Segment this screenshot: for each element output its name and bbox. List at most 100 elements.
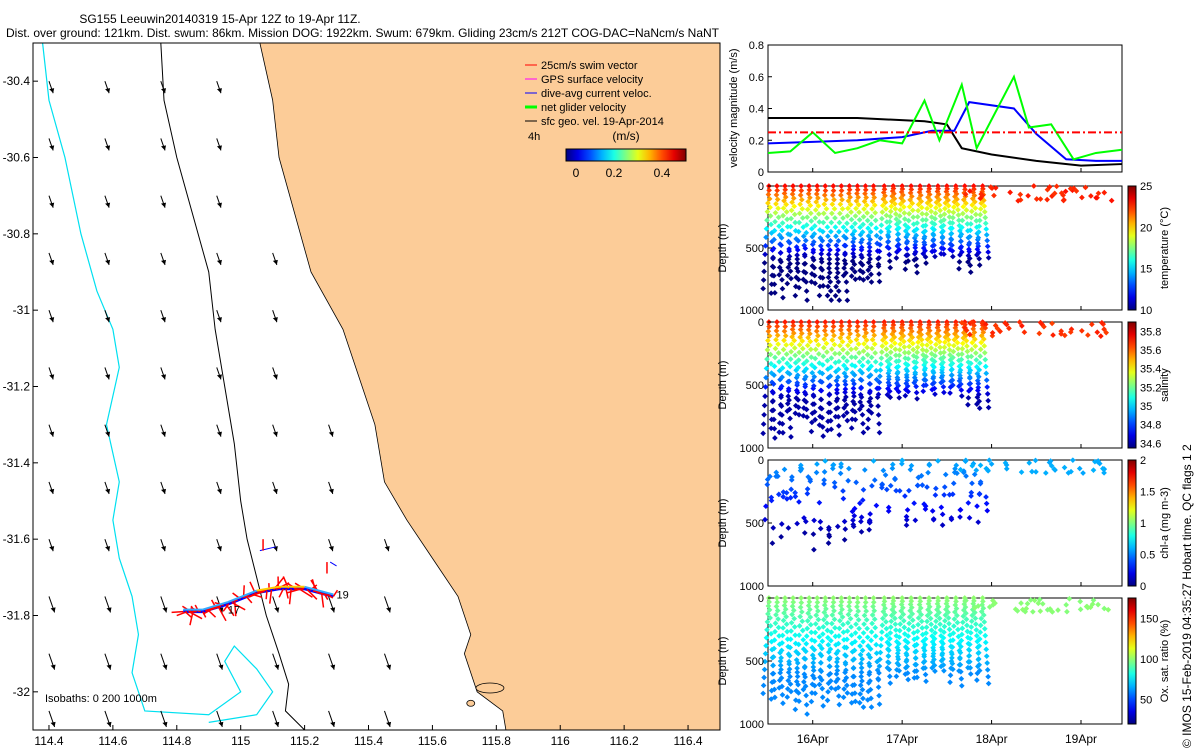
swim-vector-arrow xyxy=(285,588,289,599)
profile-point xyxy=(846,319,853,325)
profile-point xyxy=(825,689,831,695)
profile-point xyxy=(851,372,858,378)
profile-point xyxy=(826,524,832,531)
profile-point xyxy=(810,247,817,253)
profile-point xyxy=(860,429,867,436)
map-x-tick-label: 116 xyxy=(551,734,570,748)
profile-point xyxy=(856,625,862,632)
profile-point xyxy=(804,297,810,304)
profile-point xyxy=(820,344,827,351)
profile-point xyxy=(786,661,793,667)
profile-point xyxy=(894,374,901,381)
profile-point xyxy=(807,210,814,217)
profile-point xyxy=(867,381,873,387)
profile-point xyxy=(831,196,837,203)
profile-point xyxy=(848,273,855,279)
profile-point xyxy=(820,362,826,368)
profile-point xyxy=(835,648,841,655)
profile-point xyxy=(888,203,895,210)
profile-point xyxy=(917,595,923,601)
profile-point xyxy=(872,209,879,216)
profile-point xyxy=(873,641,879,648)
profile-point xyxy=(949,491,956,498)
profile-point xyxy=(792,283,799,290)
profile-point xyxy=(862,322,869,329)
profile-point xyxy=(797,604,804,611)
profile-point xyxy=(846,465,852,472)
profile-point xyxy=(914,269,920,276)
profile-point xyxy=(775,214,782,221)
swim-vector-arrow xyxy=(189,611,194,626)
profile-point xyxy=(786,248,793,254)
profile-point xyxy=(887,349,894,356)
profile-point xyxy=(911,257,918,263)
profile-point xyxy=(868,704,875,710)
profile-point xyxy=(788,688,794,695)
profile-point xyxy=(837,210,843,217)
profile-point xyxy=(820,616,827,623)
profile-point xyxy=(837,470,844,477)
sfc-geo-arrowhead xyxy=(49,546,55,552)
chla-colorbar-tick-label: 0.5 xyxy=(1140,550,1155,562)
profile-point xyxy=(790,599,797,605)
profile-point xyxy=(811,364,818,371)
profile-point xyxy=(825,409,832,416)
profile-point xyxy=(932,668,938,674)
profile-point xyxy=(976,255,983,262)
profile-point xyxy=(866,252,873,258)
profile-point xyxy=(843,366,850,372)
profile-point xyxy=(866,398,873,405)
profile-point xyxy=(894,369,901,375)
profile-point xyxy=(784,216,790,223)
profile-point xyxy=(1030,608,1036,615)
profile-point xyxy=(807,614,814,620)
profile-point xyxy=(1042,470,1049,476)
profile-point xyxy=(893,673,900,680)
profile-point xyxy=(865,267,872,273)
profile-point xyxy=(906,210,912,217)
profile-point xyxy=(834,382,841,388)
profile-point xyxy=(762,650,769,657)
profile-point xyxy=(963,610,969,617)
profile-point xyxy=(886,367,893,374)
profile-point xyxy=(768,696,775,702)
profile-point xyxy=(850,523,857,530)
profile-point xyxy=(801,663,808,670)
sfc-geo-arrowhead xyxy=(216,431,222,437)
profile-point xyxy=(766,323,772,330)
profile-point xyxy=(820,219,827,226)
profile-point xyxy=(957,245,964,251)
profile-point xyxy=(921,376,928,383)
profile-point xyxy=(1018,600,1024,606)
profile-point xyxy=(885,504,892,511)
profile-point xyxy=(834,251,840,258)
profile-point xyxy=(906,337,913,344)
profile-point xyxy=(843,373,849,380)
profile-point xyxy=(770,390,776,396)
profile-point xyxy=(876,420,882,427)
profile-point xyxy=(806,319,812,325)
chla-axes-frame xyxy=(767,459,1123,587)
profile-point xyxy=(763,374,769,381)
profile-point xyxy=(792,489,798,496)
colorbar-tick-label: 0.4 xyxy=(654,166,671,180)
profile-point xyxy=(856,406,863,413)
profile-point xyxy=(785,525,792,531)
profile-point xyxy=(900,611,907,618)
profile-point xyxy=(929,243,936,249)
profile-point xyxy=(816,634,823,640)
sfc-geo-arrowhead xyxy=(105,317,111,323)
profile-point xyxy=(905,224,912,231)
profile-point xyxy=(965,353,971,360)
profile-point xyxy=(837,334,844,341)
profile-point xyxy=(957,649,964,656)
oxygen-colorbar xyxy=(1127,597,1137,725)
profile-point xyxy=(798,183,804,189)
profile-point xyxy=(976,367,983,373)
sfc-geo-arrowhead xyxy=(162,664,168,670)
profile-point xyxy=(877,373,883,380)
island-small xyxy=(466,699,476,707)
profile-point xyxy=(981,619,988,625)
profile-point xyxy=(768,497,775,504)
profile-point xyxy=(811,231,818,237)
